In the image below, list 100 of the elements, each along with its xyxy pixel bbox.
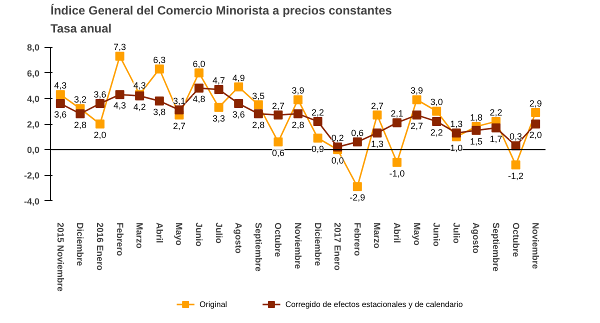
- x-tick-label: Febrero: [114, 222, 125, 257]
- data-label: 7,3: [114, 42, 126, 52]
- x-tick-label: Junio: [194, 222, 204, 247]
- data-label: 1,8: [470, 112, 482, 123]
- point: [432, 106, 442, 116]
- y-tick-label: -2,0: [24, 170, 40, 181]
- point: [531, 120, 540, 128]
- x-tick-label: Julio: [214, 222, 224, 244]
- data-label: 4,9: [232, 72, 245, 83]
- point: [154, 96, 164, 106]
- x-tick-label: Noviembre: [530, 222, 541, 270]
- x-tick-label: Marzo: [372, 222, 382, 250]
- x-tick-label: Diciembre: [75, 222, 86, 266]
- data-label: 0,2: [331, 133, 344, 144]
- data-label: 3,6: [232, 110, 245, 120]
- point: [194, 84, 204, 93]
- legend-label: Original: [199, 300, 228, 309]
- x-tick-label: Abril: [154, 222, 164, 244]
- point: [115, 52, 124, 61]
- x-tick-label: Febrero: [352, 222, 362, 257]
- data-label: 4,7: [212, 75, 226, 86]
- point: [96, 99, 104, 108]
- point: [115, 90, 124, 100]
- data-label: 3,6: [94, 90, 106, 100]
- data-label: 6,3: [153, 54, 166, 65]
- data-label: 4,3: [114, 100, 126, 111]
- x-tick-label: Abril: [392, 222, 402, 244]
- point: [432, 116, 442, 126]
- point: [392, 158, 402, 167]
- data-label: 2,9: [529, 98, 542, 108]
- point: [56, 90, 65, 100]
- data-label: 2,7: [370, 101, 384, 112]
- data-label: 3,9: [410, 86, 424, 96]
- data-label: 1,0: [450, 142, 463, 153]
- chart-title: Índice General del Comercio Minorista a precios constantes: [50, 4, 392, 18]
- x-tick-label: Mayo: [174, 222, 184, 246]
- data-label: 2,0: [94, 130, 106, 140]
- data-label: -1,2: [508, 170, 524, 181]
- point: [492, 123, 500, 132]
- data-label: 0,0: [331, 156, 344, 166]
- x-tick-label: Marzo: [134, 222, 145, 250]
- data-label: 4,2: [133, 102, 146, 112]
- data-label: 4,8: [192, 94, 206, 104]
- data-label: 2,1: [390, 108, 404, 119]
- x-tick-label: Noviembre: [293, 222, 303, 270]
- point: [412, 95, 422, 104]
- point: [372, 110, 382, 120]
- y-tick-label: 8,0: [26, 42, 40, 53]
- data-label: -2,9: [350, 192, 366, 203]
- data-label: 2,0: [529, 130, 542, 140]
- data-label: 1,7: [490, 134, 502, 144]
- y-tick-label: 0,0: [26, 145, 40, 156]
- point: [452, 128, 461, 138]
- data-label: 3,6: [54, 110, 67, 120]
- x-tick-label: Mayo: [412, 222, 422, 246]
- chart-subtitle: Tasa anual: [50, 22, 112, 36]
- point: [234, 82, 244, 92]
- x-tick-label: Agosto: [471, 222, 482, 254]
- point: [352, 137, 362, 146]
- x-tick-label: Octubre: [273, 222, 284, 258]
- point: [214, 84, 224, 94]
- point: [294, 109, 302, 118]
- data-label: 2,7: [272, 101, 284, 112]
- point: [352, 182, 362, 192]
- data-label: 2,8: [74, 120, 86, 130]
- x-tick-label: Julio: [451, 222, 462, 244]
- point: [294, 95, 302, 104]
- point: [274, 137, 283, 146]
- point: [254, 109, 263, 118]
- data-label: 1,3: [370, 138, 384, 149]
- data-label: 2,2: [490, 107, 502, 118]
- point: [234, 99, 244, 108]
- data-label: 2,8: [292, 120, 304, 130]
- y-tick-label: 6,0: [26, 68, 40, 78]
- data-label: 4,3: [133, 80, 146, 91]
- x-tick-label: 2015 Noviembre: [55, 222, 66, 292]
- data-label: 0,9: [312, 144, 324, 154]
- data-label: 2,2: [430, 127, 443, 138]
- point: [392, 118, 402, 128]
- data-label: 3,5: [252, 90, 265, 101]
- point: [254, 100, 263, 110]
- x-tick-label: Diciembre: [312, 222, 323, 266]
- x-tick-label: Junio: [432, 222, 442, 247]
- point: [511, 160, 520, 170]
- x-tick-label: 2016 Enero: [95, 222, 105, 272]
- point: [194, 68, 204, 78]
- y-tick-label: 4,0: [26, 94, 40, 104]
- point: [531, 108, 540, 117]
- point: [372, 128, 382, 138]
- data-label: 3,8: [153, 106, 166, 117]
- data-label: 3,3: [212, 113, 226, 124]
- x-tick-label: Agosto: [234, 222, 244, 254]
- data-label: 3,1: [172, 96, 186, 106]
- x-tick-label: 2017 Enero: [332, 222, 343, 272]
- point: [174, 105, 184, 114]
- data-label: 0,6: [272, 148, 284, 158]
- y-tick-label: -4,0: [24, 196, 40, 206]
- x-tick-label: Septiembre: [491, 222, 501, 272]
- data-label: 2,7: [172, 121, 186, 132]
- point: [472, 126, 481, 135]
